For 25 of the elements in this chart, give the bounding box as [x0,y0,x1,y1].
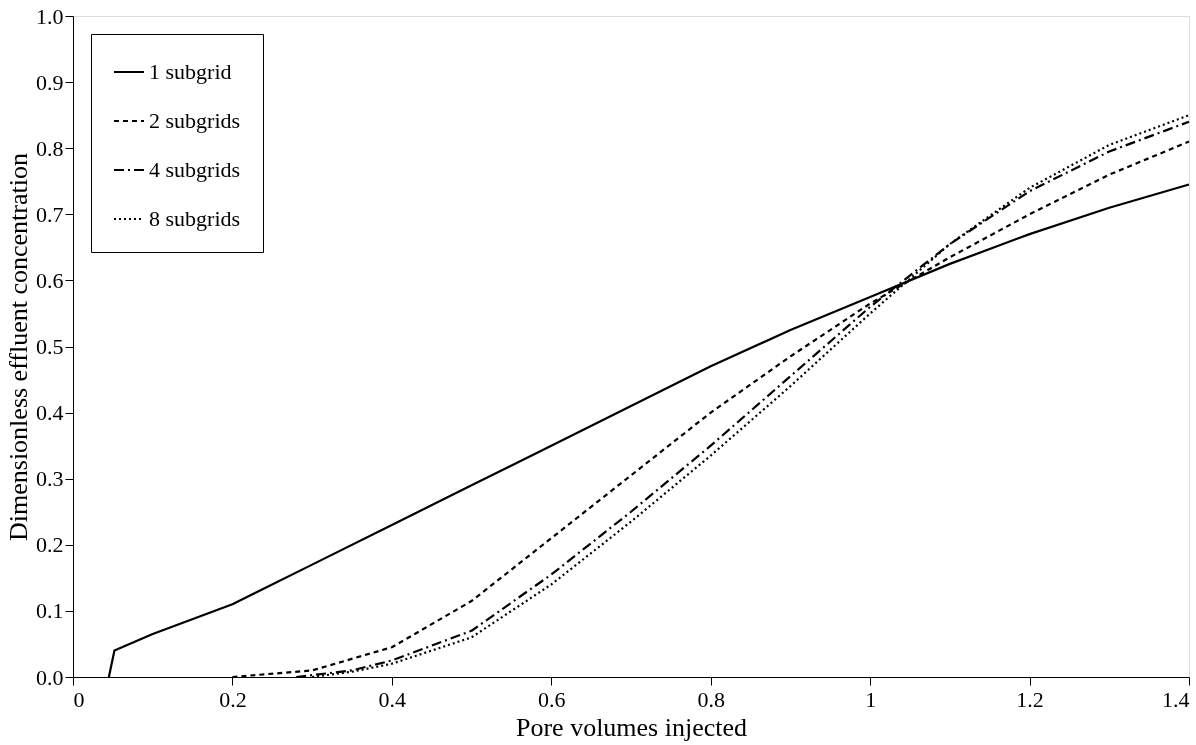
x-tick-label: 0 [73,686,85,712]
legend-label: 4 subgrids [149,157,241,182]
x-tick-label: 1 [865,686,877,712]
x-tick-label: 1.2 [1016,686,1044,712]
y-tick-label: 0.5 [36,334,64,359]
legend-label: 2 subgrids [149,108,241,133]
y-tick-label: 0.9 [36,69,64,95]
y-tick-label: 0.8 [36,135,64,161]
x-tick-label: 0.4 [378,686,407,712]
y-tick-label: 0.6 [36,267,64,293]
y-tick-label: 0.3 [36,466,64,492]
y-tick-label: 1.0 [36,3,64,29]
legend-label: 8 subgrids [149,206,241,231]
x-tick-label: 0.8 [697,686,725,712]
y-tick-label: 0.1 [36,598,64,624]
x-tick-label: 1.4 [1162,686,1190,712]
y-tick-label: 0.4 [36,400,64,426]
legend-label: 1 subgrid [149,59,232,84]
y-tick-label: 0.7 [36,201,64,227]
x-tick-label: 0.2 [219,686,247,712]
y-tick-label: 0.0 [36,664,64,690]
y-axis-title: Dimensionless effluent concentration [4,153,33,541]
y-tick-label: 0.2 [36,532,64,558]
x-tick-label: 0.6 [538,686,566,712]
x-axis-title: Pore volumes injected [515,712,748,742]
